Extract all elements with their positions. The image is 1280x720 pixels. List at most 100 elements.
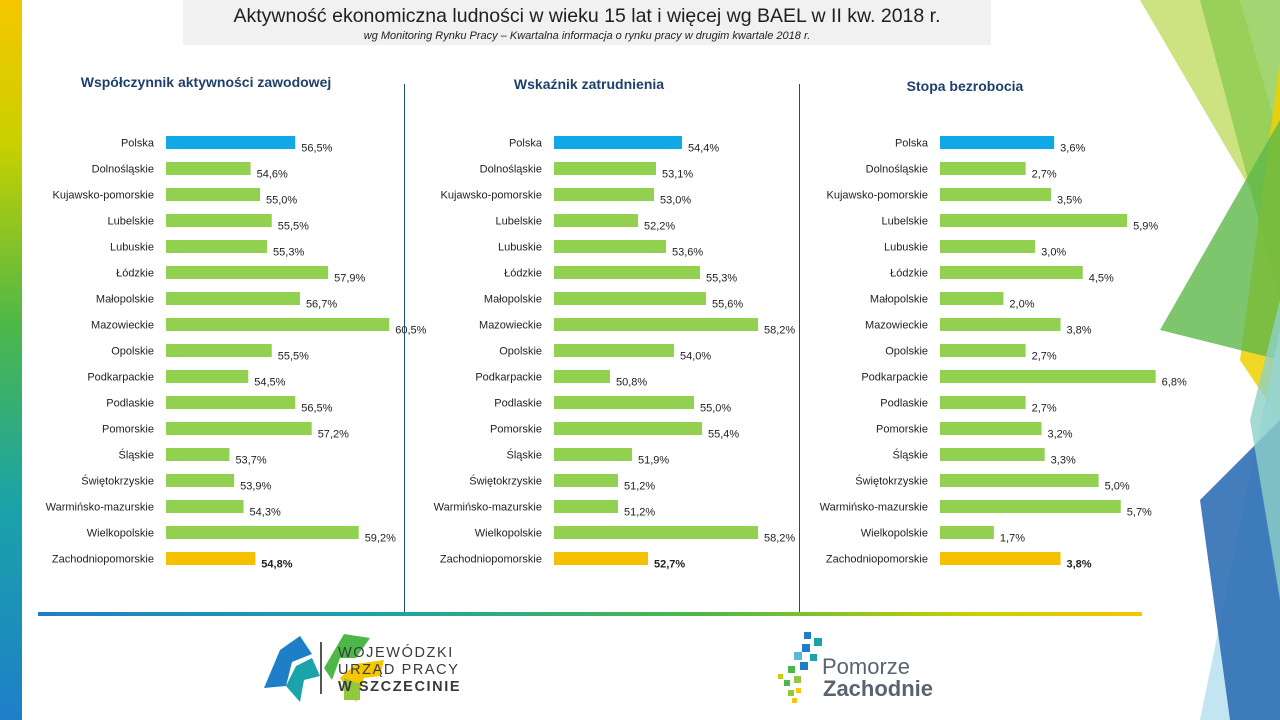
chart-unemployment-rate: Stopa bezrobocia Polska 3,6% Dolnośląskie 2… xyxy=(805,70,1187,590)
bar xyxy=(554,422,702,435)
category-label: Warmińsko-mazurskie xyxy=(46,502,154,514)
bottom-gradient-line xyxy=(38,612,1142,616)
bar xyxy=(940,240,1036,253)
category-label: Opolskie xyxy=(499,346,542,358)
bar xyxy=(166,136,296,149)
category-label: Wielkopolskie xyxy=(87,528,154,540)
category-label: Małopolskie xyxy=(484,294,542,306)
value-label: 59,2% xyxy=(365,533,396,545)
value-label: 51,9% xyxy=(638,455,669,467)
bar xyxy=(166,188,260,201)
value-label: 3,2% xyxy=(1047,429,1072,441)
bar xyxy=(940,188,1051,201)
divider-line xyxy=(404,84,405,614)
value-label: 54,6% xyxy=(257,169,288,181)
value-label: 58,2% xyxy=(764,325,795,337)
value-label: 56,7% xyxy=(306,299,337,311)
category-label: Łódzkie xyxy=(504,268,542,280)
pz-line1: Pomorze xyxy=(822,654,911,679)
value-label: 60,5% xyxy=(395,325,426,337)
value-label: 53,9% xyxy=(240,481,271,493)
chart-title: Wskaźnik zatrudnienia xyxy=(513,76,665,92)
bar xyxy=(554,240,666,253)
value-label: 55,0% xyxy=(266,195,297,207)
category-label: Pomorskie xyxy=(490,424,542,436)
chart-svg: Polska 54,4% Dolnośląskie 53,1% Kujawsko-pom… xyxy=(434,136,795,571)
chart-svg: Polska 56,5% Dolnośląskie 54,6% Kujawsko-pom… xyxy=(46,136,427,571)
bar xyxy=(940,396,1026,409)
category-label: Opolskie xyxy=(111,346,154,358)
value-label: 57,2% xyxy=(318,429,349,441)
bar xyxy=(166,318,390,331)
bar xyxy=(554,500,618,513)
category-label: Dolnośląskie xyxy=(866,164,928,176)
value-label: 56,5% xyxy=(301,403,332,415)
category-label: Podkarpackie xyxy=(87,372,154,384)
value-label: 3,6% xyxy=(1060,143,1085,155)
value-label: 54,0% xyxy=(680,351,711,363)
value-label: 50,8% xyxy=(616,377,647,389)
value-label: 5,0% xyxy=(1105,481,1130,493)
wup-logo-text: WOJEWÓDZKI URZĄD PRACY W SZCZECINIE xyxy=(338,645,461,696)
value-label: 53,0% xyxy=(660,195,691,207)
pz-line2: Zachodnie xyxy=(823,676,934,701)
category-label: Kujawsko-pomorskie xyxy=(53,190,154,202)
category-label: Zachodniopomorskie xyxy=(440,554,542,566)
category-label: Zachodniopomorskie xyxy=(52,554,154,566)
bar xyxy=(166,552,256,565)
wup-line2: URZĄD PRACY xyxy=(338,662,460,678)
value-label: 53,6% xyxy=(672,247,703,259)
category-label: Mazowieckie xyxy=(91,320,154,332)
value-label: 2,7% xyxy=(1032,403,1057,415)
bar xyxy=(554,474,618,487)
bar xyxy=(554,526,758,539)
category-label: Kujawsko-pomorskie xyxy=(441,190,542,202)
value-label: 58,2% xyxy=(764,533,795,545)
category-label: Pomorskie xyxy=(102,424,154,436)
category-label: Mazowieckie xyxy=(479,320,542,332)
page-title: Aktywność ekonomiczna ludności w wieku 1… xyxy=(233,5,941,27)
category-label: Małopolskie xyxy=(96,294,154,306)
bar xyxy=(554,370,610,383)
category-label: Lubuskie xyxy=(498,242,542,254)
bar xyxy=(166,344,272,357)
bar xyxy=(940,526,994,539)
value-label: 51,2% xyxy=(624,507,655,519)
value-label: 5,7% xyxy=(1127,507,1152,519)
bar xyxy=(940,370,1156,383)
category-label: Dolnośląskie xyxy=(480,164,542,176)
category-label: Opolskie xyxy=(885,346,928,358)
value-label: 54,3% xyxy=(250,507,281,519)
value-label: 56,5% xyxy=(301,143,332,155)
category-label: Śląskie xyxy=(507,449,542,462)
category-label: Polska xyxy=(895,138,929,150)
category-label: Mazowieckie xyxy=(865,320,928,332)
wup-logo-icon xyxy=(264,634,384,702)
category-label: Podlaskie xyxy=(106,398,154,410)
bar xyxy=(166,370,249,383)
value-label: 5,9% xyxy=(1133,221,1158,233)
bar xyxy=(940,266,1083,279)
value-label: 3,5% xyxy=(1057,195,1082,207)
category-label: Łódzkie xyxy=(116,268,154,280)
bar xyxy=(554,396,694,409)
value-label: 55,4% xyxy=(708,429,739,441)
chart-employment-rate: Wskaźnik zatrudnienia Polska 54,4% Dolnośl… xyxy=(419,70,799,590)
chart-title: Współczynnik aktywności zawodowej xyxy=(80,74,332,90)
left-decorative-strip xyxy=(0,0,22,720)
chart-title: Stopa bezrobocia xyxy=(906,78,1024,94)
bar xyxy=(940,422,1042,435)
value-label: 57,9% xyxy=(334,273,365,285)
value-label: 55,6% xyxy=(712,299,743,311)
bar xyxy=(166,162,251,175)
value-label: 3,0% xyxy=(1041,247,1066,259)
category-label: Śląskie xyxy=(893,449,928,462)
category-label: Podkarpackie xyxy=(861,372,928,384)
value-label: 3,3% xyxy=(1051,455,1076,467)
bar xyxy=(554,448,632,461)
value-label: 6,8% xyxy=(1162,377,1187,389)
bar xyxy=(940,136,1055,149)
bar xyxy=(166,422,312,435)
bar xyxy=(554,136,682,149)
right-decorative-shapes xyxy=(1140,0,1280,720)
